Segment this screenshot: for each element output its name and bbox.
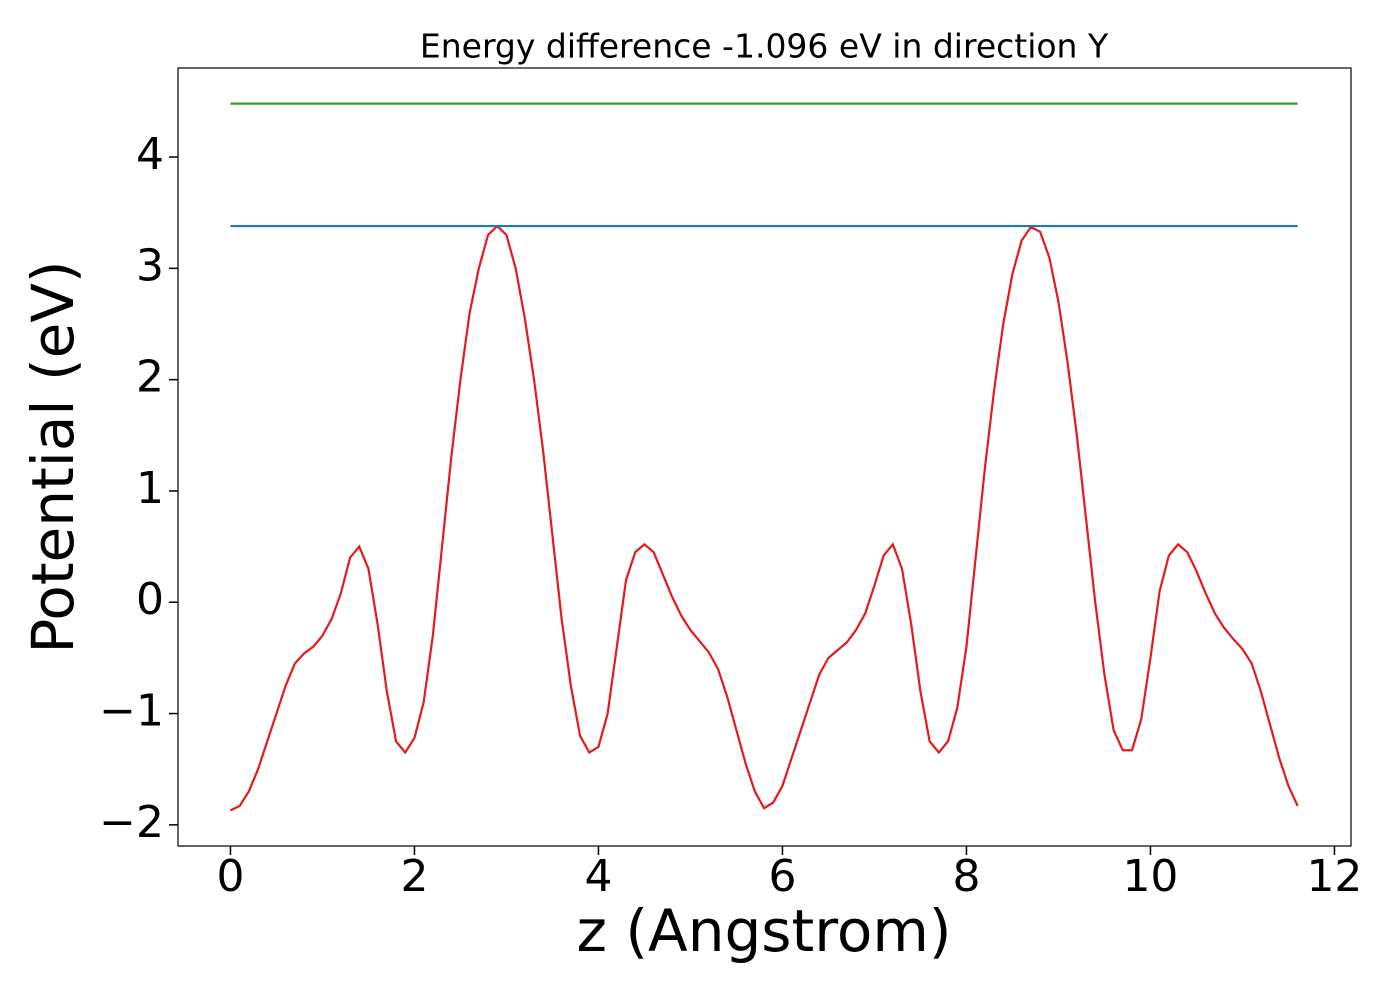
x-tick-label: 12 bbox=[1306, 851, 1362, 902]
x-tick-label: 4 bbox=[584, 851, 612, 902]
y-tick-label: 1 bbox=[136, 463, 164, 514]
x-tick-label: 2 bbox=[400, 851, 428, 902]
x-tick-label: 6 bbox=[768, 851, 796, 902]
x-tick-label: 8 bbox=[952, 851, 980, 902]
y-tick-label: −2 bbox=[99, 797, 164, 848]
y-tick-label: 2 bbox=[136, 352, 164, 403]
y-tick-label: 4 bbox=[136, 129, 164, 180]
y-tick-label: 3 bbox=[136, 240, 164, 291]
y-tick-label: −1 bbox=[99, 686, 164, 737]
y-axis-label: Potential (eV) bbox=[19, 260, 87, 653]
plot-frame bbox=[177, 67, 1352, 847]
x-tick-label: 10 bbox=[1122, 851, 1178, 902]
data-line bbox=[229, 224, 1299, 812]
y-tick-label: 0 bbox=[136, 574, 164, 625]
x-axis-label: z (Angstrom) bbox=[577, 897, 952, 965]
chart-title: Energy difference -1.096 eV in direction… bbox=[420, 27, 1109, 66]
x-tick-label: 0 bbox=[216, 851, 244, 902]
